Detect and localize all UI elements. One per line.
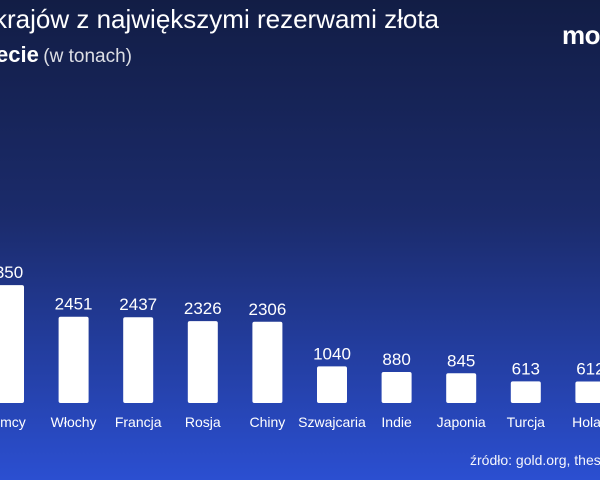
value-label: 880 [382,350,410,369]
value-label: 2451 [55,295,93,314]
category-label: emcy [0,414,26,430]
chart-subtitle: ecie (w tonach) [0,42,132,68]
value-label: 2437 [119,295,157,314]
value-label: 2326 [184,299,222,318]
value-label: 612 [576,360,600,379]
brand-logo: mo [562,20,600,50]
category-label: Turcja [507,414,546,430]
source-note: źródło: gold.org, thesil [470,452,600,468]
value-label: 613 [512,359,540,378]
bar-rosja [187,321,218,403]
category-label: Holan [572,414,600,430]
bar-japonia [446,373,477,403]
category-label: Japonia [437,414,486,430]
bar-chiny [252,321,283,403]
category-label: Francja [115,414,162,430]
category-label: Chiny [250,414,286,430]
bar-szwajcaria [317,366,347,403]
subtitle-unit: (w tonach) [43,46,132,67]
chart-title: krajów z największymi rezerwami złota [0,4,439,34]
value-label: 350 [0,263,23,282]
value-label: 845 [447,351,475,370]
category-label: Włochy [51,414,97,430]
bar-holan [575,381,600,403]
category-label: Rosja [185,414,221,430]
bar-włochy [58,316,89,403]
bar-turcja [510,381,541,403]
value-label: 2306 [248,300,286,319]
bar-emcy [0,285,24,403]
bar-francja [123,317,154,403]
category-label: Szwajcaria [298,414,366,430]
category-label: Indie [381,414,412,430]
bar-indie [381,372,412,403]
value-label: 1040 [313,344,351,363]
subtitle-main: ecie [0,42,39,67]
